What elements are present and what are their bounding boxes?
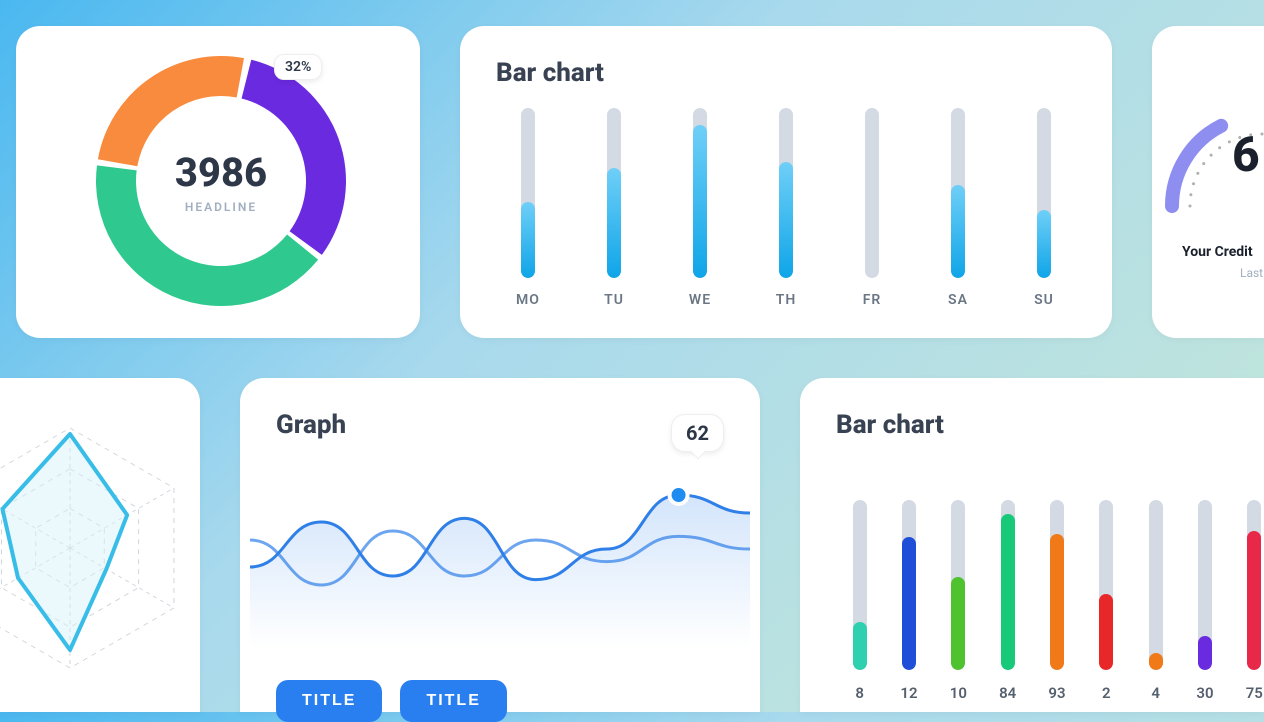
bar-week-card: Bar chart MO TU WE TH FR SA SU — [460, 26, 1112, 338]
bar-fill — [1198, 636, 1212, 670]
bar-track — [1149, 500, 1163, 670]
bar-track — [779, 108, 793, 278]
bar-track — [853, 500, 867, 670]
bar-label: TU — [604, 292, 624, 308]
bar-week-col: TU — [594, 108, 634, 308]
gauge-card: 6 Your Credit Last C — [1152, 26, 1264, 338]
bar-track — [1001, 500, 1015, 670]
bar-label: FR — [863, 292, 882, 308]
bar-fill — [951, 185, 965, 279]
bar-numbers-col: 75 — [1245, 500, 1264, 702]
bar-week-bars: MO TU WE TH FR SA SU — [508, 126, 1064, 308]
bar-label: 12 — [900, 684, 917, 702]
bar-track — [1247, 500, 1261, 670]
bar-fill — [607, 168, 621, 279]
bar-track — [902, 500, 916, 670]
bar-label: SA — [948, 292, 968, 308]
graph-buttons: TITLE TITLE — [276, 680, 507, 722]
bar-fill — [521, 202, 535, 279]
bar-label: 10 — [950, 684, 967, 702]
bar-numbers-col: 4 — [1146, 500, 1165, 702]
bar-week-col: FR — [852, 108, 892, 308]
bar-week-col: SU — [1024, 108, 1064, 308]
bar-numbers-col: 8 — [850, 500, 869, 702]
bar-fill — [853, 622, 867, 670]
bar-track — [865, 108, 879, 278]
radar-card — [0, 378, 200, 712]
bar-label: TH — [776, 292, 797, 308]
graph-button-2[interactable]: TITLE — [400, 680, 506, 722]
bar-fill — [693, 125, 707, 278]
bar-fill — [1099, 594, 1113, 671]
bar-track — [951, 108, 965, 278]
bar-numbers-bars: 8 12 10 84 93 2 4 30 75 — [850, 478, 1264, 702]
bar-numbers-col: 10 — [949, 500, 968, 702]
bar-track — [1037, 108, 1051, 278]
graph-card: Graph 62 TITLE TITLE — [240, 378, 760, 712]
bar-fill — [1001, 514, 1015, 670]
bar-numbers-col: 30 — [1195, 500, 1214, 702]
bar-fill — [779, 162, 793, 278]
bar-numbers-col: 93 — [1047, 500, 1066, 702]
bar-numbers-card: Bar chart 8 12 10 84 93 2 4 30 75 — [800, 378, 1264, 712]
graph-badge: 62 — [671, 414, 724, 452]
bar-track — [1050, 500, 1064, 670]
bar-label: 4 — [1151, 684, 1160, 702]
gauge-value: 6 — [1232, 126, 1260, 183]
gauge-title: Your Credit — [1182, 244, 1253, 260]
bar-track — [1099, 500, 1113, 670]
bar-fill — [1247, 531, 1261, 670]
graph-title: Graph — [276, 410, 346, 440]
bar-track — [693, 108, 707, 278]
bar-week-title: Bar chart — [496, 58, 604, 88]
bar-numbers-title: Bar chart — [836, 410, 944, 440]
bar-week-col: SA — [938, 108, 978, 308]
gauge-subtitle: Last C — [1240, 266, 1264, 280]
bar-fill — [951, 577, 965, 671]
bar-label: MO — [516, 292, 540, 308]
bar-label: SU — [1034, 292, 1054, 308]
bar-track — [951, 500, 965, 670]
bar-track — [607, 108, 621, 278]
graph-area — [250, 468, 750, 618]
donut-center: 3986 HEADLINE — [96, 56, 346, 306]
bar-track — [1198, 500, 1212, 670]
bar-fill — [902, 537, 916, 670]
bar-numbers-col: 2 — [1097, 500, 1116, 702]
bar-label: 75 — [1246, 684, 1263, 702]
donut-value: 3986 — [175, 149, 267, 196]
bar-label: 30 — [1196, 684, 1213, 702]
donut-card: 3986 HEADLINE 32% — [16, 26, 420, 338]
donut-chart: 3986 HEADLINE — [96, 56, 346, 306]
donut-badge: 32% — [274, 54, 322, 80]
graph-button-1[interactable]: TITLE — [276, 680, 382, 722]
bar-fill — [1037, 210, 1051, 278]
bar-fill — [1050, 534, 1064, 670]
bar-fill — [1149, 653, 1163, 670]
bar-week-col: MO — [508, 108, 548, 308]
bar-label: 93 — [1048, 684, 1065, 702]
bar-week-col: TH — [766, 108, 806, 308]
bar-numbers-col: 12 — [899, 500, 918, 702]
bar-track — [521, 108, 535, 278]
donut-subtitle: HEADLINE — [185, 200, 257, 214]
bar-week-col: WE — [680, 108, 720, 308]
bar-label: 84 — [999, 684, 1016, 702]
bar-label: 8 — [855, 684, 864, 702]
bar-label: WE — [689, 292, 711, 308]
bar-label: 2 — [1102, 684, 1111, 702]
bar-numbers-col: 84 — [998, 500, 1017, 702]
